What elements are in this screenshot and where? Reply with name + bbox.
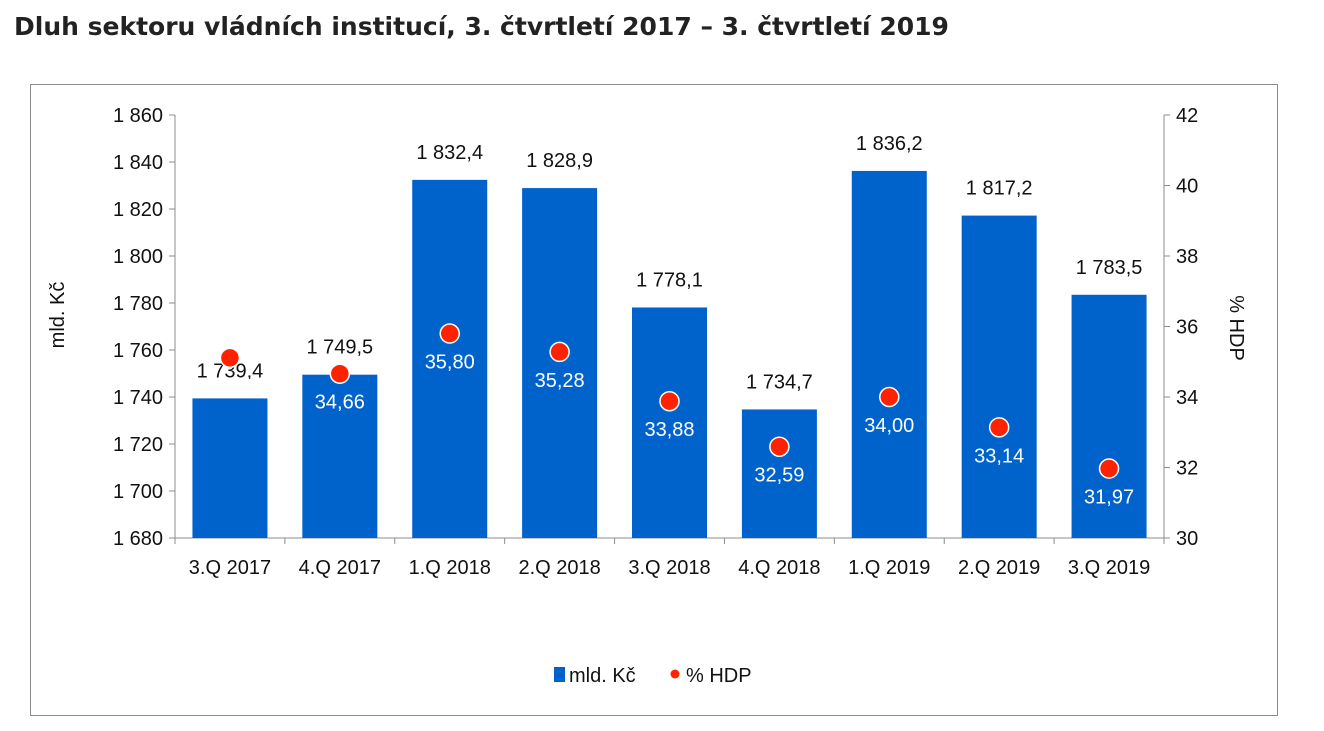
bar	[302, 374, 378, 538]
bar-value-label: 1 783,5	[1076, 257, 1143, 279]
legend-swatch-points	[670, 669, 680, 679]
point-labels: 35,11 34,66 35,80 35,28 33,88 32,59 34,00 33,14…	[206, 352, 1134, 509]
bar	[1071, 294, 1147, 538]
bar-labels: 1 739,4 1 749,5 1 832,4 1 828,9 1 778,1 1 734…	[197, 133, 1143, 394]
y-tick-label: 1 760	[113, 340, 163, 362]
point-value-label: 33,14	[974, 445, 1024, 467]
point-value-label: 34,00	[864, 415, 914, 437]
point-value-label: 34,66	[315, 392, 365, 414]
x-tick-label: 3.Q 2017	[189, 557, 271, 579]
bar	[632, 307, 707, 538]
x-tick-label: 1.Q 2019	[848, 557, 930, 579]
y2-tick-label: 32	[1176, 458, 1198, 480]
y-tick-label: 1 820	[113, 199, 163, 221]
legend: mld. Kč % HDP	[554, 665, 752, 687]
y-tick-label: 1 780	[113, 293, 163, 315]
x-tick-label: 2.Q 2018	[518, 557, 600, 579]
point	[1098, 458, 1120, 479]
bars	[192, 170, 1147, 539]
x-tick-label: 2.Q 2019	[958, 557, 1040, 579]
bar-value-label: 1 749,5	[306, 337, 373, 359]
y2-tick-label: 30	[1176, 528, 1198, 550]
point-value-label: 35,28	[535, 370, 585, 392]
y-tick-label: 1 680	[113, 528, 163, 550]
point	[549, 341, 570, 363]
bar-value-label: 1 734,7	[746, 371, 813, 393]
y-tick-label: 1 840	[113, 152, 163, 174]
x-tick-label: 4.Q 2018	[738, 557, 820, 579]
bar-value-label: 1 832,4	[416, 142, 483, 164]
point	[329, 363, 351, 384]
bar	[412, 179, 488, 539]
point	[659, 390, 680, 412]
point-value-label: 35,80	[425, 352, 475, 374]
y-tick-label: 1 700	[113, 481, 163, 503]
legend-swatch-bars	[554, 667, 565, 682]
y-tick-label: 1 860	[113, 105, 163, 127]
y2-tick-label: 42	[1176, 105, 1198, 127]
y2-tick-label: 38	[1176, 246, 1198, 268]
point-value-label: 35,11	[206, 376, 255, 398]
point	[219, 347, 241, 369]
x-tick-label: 1.Q 2018	[409, 557, 491, 579]
bar-value-label: 1 828,9	[526, 150, 593, 172]
y2-tick-label: 36	[1176, 317, 1198, 339]
bar-value-label: 1 778,1	[636, 269, 703, 291]
bar	[961, 215, 1037, 538]
bar-value-label: 1 739,4	[197, 360, 264, 382]
axes: 1 680 1 700 1 720 1 740 1 760 1 780 1 800 1 820…	[113, 105, 1198, 579]
point	[439, 323, 460, 344]
point-value-label: 32,59	[754, 465, 804, 487]
bar	[522, 188, 598, 538]
x-tick-label: 3.Q 2018	[628, 557, 710, 579]
x-tick-label: 3.Q 2019	[1068, 557, 1150, 579]
y-axis-title: mld. Kč	[47, 282, 69, 349]
points	[219, 323, 1120, 479]
legend-label-points: % HDP	[686, 665, 752, 687]
y-tick-label: 1 800	[113, 246, 163, 268]
y2-tick-label: 40	[1176, 176, 1198, 198]
bar-value-label: 1 817,2	[966, 178, 1033, 200]
chart-frame: 1 680 1 700 1 720 1 740 1 760 1 780 1 800 1 820…	[30, 84, 1278, 716]
y-tick-label: 1 720	[113, 434, 163, 456]
point-value-label: 31,97	[1084, 487, 1134, 509]
point	[879, 386, 900, 408]
point	[769, 436, 790, 457]
y2-axis-title: % HDP	[1225, 295, 1247, 361]
page-title: Dluh sektoru vládních institucí, 3. čtvr…	[14, 12, 949, 41]
bar	[192, 398, 268, 538]
legend-label-bars: mld. Kč	[569, 665, 636, 687]
bar-value-label: 1 836,2	[856, 133, 923, 155]
bar	[741, 409, 817, 538]
point	[988, 417, 1010, 438]
x-tick-label: 4.Q 2017	[299, 557, 381, 579]
bar	[851, 170, 927, 538]
chart: 1 680 1 700 1 720 1 740 1 760 1 780 1 800 1 820…	[47, 105, 1247, 687]
y2-tick-label: 34	[1176, 387, 1198, 409]
y-tick-label: 1 740	[113, 387, 163, 409]
point-value-label: 33,88	[644, 419, 694, 441]
